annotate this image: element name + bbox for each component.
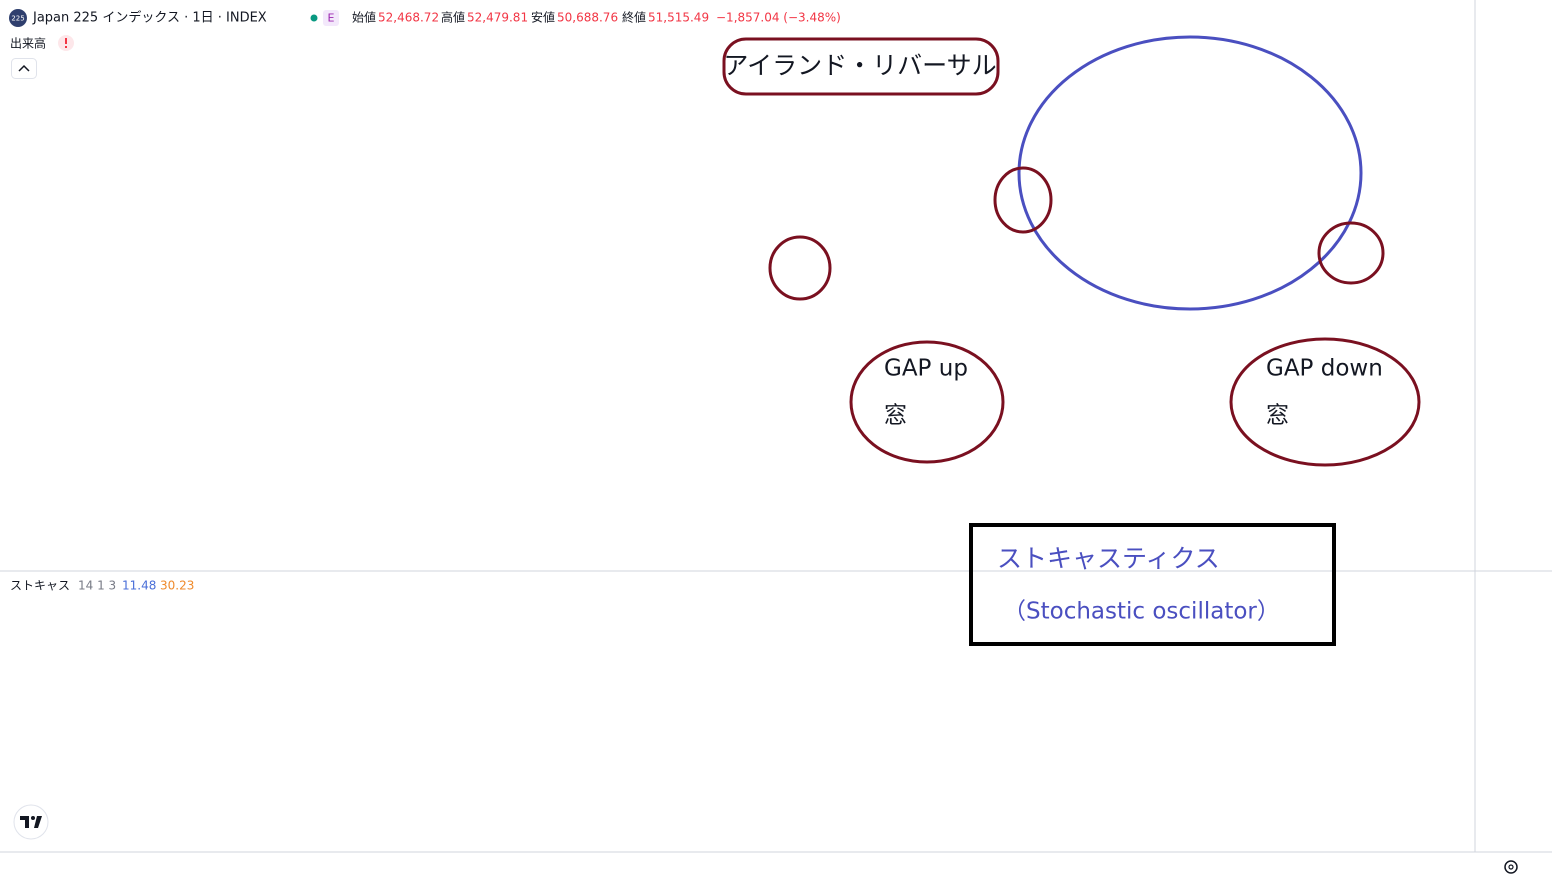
settings-icon-core — [1508, 864, 1514, 870]
ohlc-value: 51,515.49 — [648, 11, 709, 25]
ohlc-label: 終値 — [622, 10, 646, 25]
collapse-icon — [18, 64, 30, 72]
indicator-value: 11.48 — [122, 579, 156, 593]
ohlc-label: 始値 — [352, 10, 376, 25]
collapse-button[interactable] — [11, 58, 37, 79]
symbol-title[interactable]: Japan 225 インデックス · 1日 · INDEX — [32, 10, 267, 26]
annotation-circle — [993, 166, 1053, 234]
annotation: GAP down — [1266, 356, 1383, 382]
annotation: 窓 — [1266, 403, 1289, 429]
annotation-ellipse — [1017, 35, 1363, 311]
annotation-box — [969, 523, 1336, 646]
annotation: 窓 — [884, 403, 907, 429]
annotation-ellipse — [849, 340, 1005, 464]
annotation-box — [722, 37, 1000, 96]
annotation-circle — [768, 235, 832, 301]
logo-bg — [13, 804, 49, 840]
symbol-icon-text: 225 — [11, 15, 24, 23]
ohlc-label: 安値 — [531, 10, 555, 25]
ohlc-label: 高値 — [441, 10, 465, 25]
settings-icon[interactable] — [1504, 860, 1518, 874]
change: −1,857.04 (−3.48%) — [716, 11, 841, 25]
warning-dot — [65, 46, 67, 48]
exchange-badge — [323, 10, 339, 26]
annotation: ストキャスティクス — [997, 544, 1220, 573]
logo-mark — [20, 816, 42, 828]
volume-label[interactable]: 出来高 — [10, 36, 46, 51]
symbol-icon — [9, 9, 27, 27]
exchange: E — [328, 12, 335, 25]
annotation: アイランド・リバーサル — [723, 51, 996, 80]
ohlc-value: 50,688.76 — [557, 11, 618, 25]
annotation-ellipse — [1229, 337, 1421, 467]
indicator-params: 14 1 3 — [78, 579, 116, 593]
annotation: （Stochastic oscillator） — [1003, 599, 1280, 625]
tv-logo[interactable] — [13, 804, 49, 840]
annotation-circle — [1317, 221, 1385, 285]
indicator-title[interactable]: ストキャス — [10, 579, 70, 593]
ohlc-value: 52,479.81 — [467, 11, 528, 25]
logo-dot — [31, 816, 35, 820]
annotation: GAP up — [884, 356, 968, 382]
warning-mark — [65, 38, 67, 44]
ohlc-value: 52,468.72 — [378, 11, 439, 25]
market-status — [310, 14, 318, 22]
indicator-value: 30.23 — [160, 579, 194, 593]
